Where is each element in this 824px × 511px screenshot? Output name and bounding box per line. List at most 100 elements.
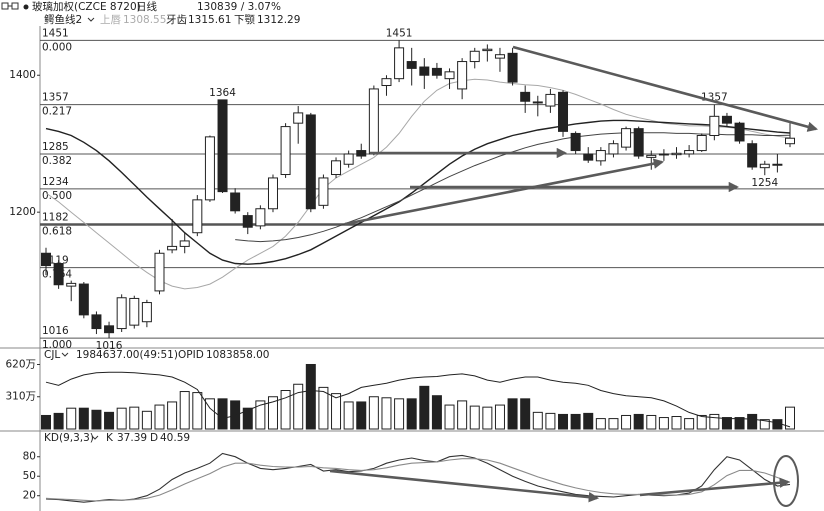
- volume-bar: [419, 385, 430, 430]
- candle-body: [204, 136, 215, 201]
- candle-body: [116, 297, 127, 330]
- candle-body: [507, 52, 518, 83]
- volume-bar: [217, 398, 228, 430]
- volume-bar: [570, 413, 581, 430]
- candle-body: [318, 177, 329, 206]
- volume-bar: [356, 401, 367, 430]
- legend-name: 下颚: [234, 14, 255, 26]
- indicator-title[interactable]: 鳄鱼线2: [44, 13, 82, 26]
- volume-bar: [280, 390, 291, 430]
- candle-body: [280, 126, 291, 176]
- legend-value: 1308.55: [123, 14, 166, 26]
- dropdown[interactable]: [91, 435, 99, 440]
- volume-bar: [167, 401, 178, 430]
- period[interactable]: 日线: [136, 0, 157, 13]
- oi-label: OPID: [178, 349, 204, 361]
- fib-ratio: 0.382: [42, 155, 72, 167]
- candle-body: [41, 252, 51, 267]
- volume-bar: [558, 413, 569, 430]
- candle-body: [179, 240, 190, 247]
- candle-body: [785, 137, 795, 145]
- candle-body: [78, 283, 89, 316]
- kd-title[interactable]: KD(9,3,3): [44, 432, 94, 444]
- candle-body: [759, 163, 770, 169]
- price-annotation: 1451: [386, 27, 413, 39]
- y-tick-label: 310万: [5, 391, 36, 403]
- volume-bar: [469, 405, 480, 430]
- volume-bar: [482, 406, 493, 430]
- candle-body: [457, 61, 468, 90]
- candle-body: [658, 153, 669, 156]
- candle-body: [230, 192, 241, 212]
- candle-body: [734, 122, 745, 142]
- volume-bar: [394, 398, 405, 430]
- volume-bar: [318, 386, 329, 430]
- candle-body: [684, 150, 695, 155]
- volume-bar: [785, 406, 795, 430]
- volume-title[interactable]: CJL: [44, 349, 60, 361]
- volume-bar: [520, 398, 531, 430]
- volume-bar: [457, 400, 468, 430]
- candle-body: [356, 150, 367, 157]
- y-tick-label: 80: [23, 451, 36, 463]
- candle-body: [167, 245, 178, 251]
- candle-body: [381, 78, 392, 87]
- candle-body: [154, 252, 165, 292]
- volume-bar: [696, 414, 707, 430]
- candle-body: [129, 297, 140, 326]
- volume-bar: [621, 414, 632, 430]
- volume-bar: [154, 404, 165, 430]
- y-tick-label: 1200: [9, 206, 36, 218]
- dropdown[interactable]: [61, 352, 69, 357]
- last-price: 1308: [197, 1, 224, 13]
- volume-bar: [204, 398, 215, 430]
- volume-bar: [104, 411, 115, 430]
- candle-body: [343, 153, 354, 165]
- volume-bar: [545, 412, 556, 430]
- candle-body: [242, 215, 253, 228]
- fib-ratio: 0.217: [42, 106, 72, 118]
- volume-bar: [242, 407, 253, 430]
- volume-bar: [255, 400, 266, 430]
- price-annotation: 1016: [96, 340, 123, 352]
- volume-bar: [293, 383, 304, 430]
- candle-body: [621, 128, 632, 148]
- volume-bar: [684, 418, 695, 430]
- y-tick-label: 50: [23, 470, 36, 482]
- volume-bar: [331, 393, 342, 430]
- y-tick-label: 1400: [9, 69, 36, 81]
- y-tick-label: 620万: [5, 358, 36, 370]
- fib-price: 1451: [42, 27, 69, 39]
- volume-bar: [192, 392, 203, 430]
- candle-body: [104, 325, 115, 334]
- candle-body: [192, 199, 203, 234]
- window-icon[interactable]: [1, 2, 19, 10]
- candle-body: [520, 91, 531, 102]
- legend-value: 1315.61: [188, 14, 231, 26]
- dropdown[interactable]: [87, 17, 95, 22]
- candle-body: [545, 93, 556, 107]
- volume-bar: [305, 363, 316, 430]
- price-annotation: 1254: [751, 177, 778, 189]
- candle-body: [66, 282, 77, 287]
- price-annotation: 1364: [209, 87, 236, 99]
- volume-bar: [91, 409, 102, 430]
- legend-name: K: [106, 432, 114, 444]
- candle-body: [608, 143, 619, 155]
- fib-ratio: 0.000: [42, 41, 72, 53]
- volume-bar: [406, 398, 417, 430]
- candle-body: [53, 263, 64, 286]
- fib-price: 1182: [42, 211, 69, 223]
- candle-body: [646, 154, 657, 158]
- volume-bar: [41, 414, 51, 430]
- legend-value: 37.39: [117, 432, 147, 444]
- candle-body: [141, 302, 152, 323]
- candle-body: [368, 88, 379, 155]
- volume-bar: [53, 412, 64, 430]
- candle-body: [469, 50, 480, 63]
- volume-bar: [431, 395, 442, 430]
- fib-ratio: 0.618: [42, 225, 72, 237]
- fib-price: 1234: [42, 176, 69, 188]
- candle-body: [558, 91, 569, 132]
